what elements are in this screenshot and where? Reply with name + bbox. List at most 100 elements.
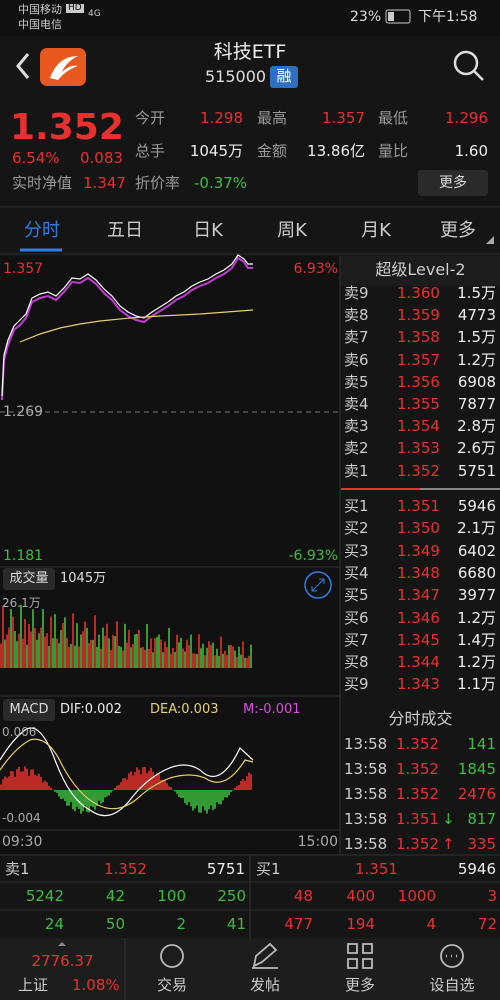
post-icon[interactable] xyxy=(252,942,278,969)
summary-cell: 5242 xyxy=(25,887,64,905)
stat-label: 折价率 xyxy=(135,174,181,192)
summary-volume: 5946 xyxy=(457,860,496,878)
summary-cell: 100 xyxy=(157,887,186,905)
book-price: 1.356 xyxy=(397,372,440,391)
index-arrow xyxy=(58,942,66,946)
trade-price: 1.352 xyxy=(396,835,439,853)
tab[interactable]: 更多 xyxy=(440,220,476,241)
book-volume: 1.4万 xyxy=(457,630,496,649)
price-mid: 1.269 xyxy=(3,404,44,420)
change: 0.083 xyxy=(80,149,123,167)
book-price: 1.358 xyxy=(397,328,440,347)
expand-icon[interactable] xyxy=(304,571,332,599)
trade-price: 1.352 xyxy=(396,760,439,778)
book-volume: 6402 xyxy=(457,541,496,560)
book-price: 1.357 xyxy=(397,350,440,369)
book-price: 1.354 xyxy=(397,417,440,436)
summary-cell: 48 xyxy=(293,887,313,905)
book-price: 1.352 xyxy=(397,461,440,480)
pct-low: -6.93% xyxy=(288,548,338,564)
more-icon[interactable] xyxy=(347,943,373,969)
nav-item[interactable]: 设自选 xyxy=(429,976,475,994)
book-volume: 2.6万 xyxy=(457,439,496,458)
network: 4G xyxy=(88,9,101,19)
book-volume: 6908 xyxy=(457,372,496,391)
book-volume: 1.2万 xyxy=(457,350,496,369)
book-volume: 1.5万 xyxy=(457,328,496,347)
book-price: 1.343 xyxy=(397,675,440,694)
macd-tag-bg xyxy=(3,699,55,721)
nav-label: 实时净值 xyxy=(12,174,73,192)
book-label: 卖4 xyxy=(344,395,369,413)
title: 科技ETF xyxy=(213,41,287,63)
trade-volume: 1845 xyxy=(457,760,496,778)
summary-label: 卖1 xyxy=(5,860,30,878)
book-label: 卖7 xyxy=(344,328,369,347)
dif-line xyxy=(0,727,254,817)
tab[interactable]: 周K xyxy=(277,220,307,241)
level2-title[interactable]: 超级Level-2 xyxy=(375,260,466,279)
macd-tag: MACD xyxy=(9,702,49,717)
trade-time: 13:58 xyxy=(344,760,388,778)
book-volume: 3977 xyxy=(457,586,496,605)
book-label: 卖1 xyxy=(344,461,369,480)
index-value[interactable]: 2776.37 xyxy=(31,952,94,970)
average-line xyxy=(19,309,254,343)
nav-bar-bg xyxy=(0,938,500,1000)
book-label: 买6 xyxy=(344,608,369,627)
battery: 23% xyxy=(350,9,382,25)
watch-icon[interactable] xyxy=(440,944,464,968)
book-label: 买7 xyxy=(344,630,369,649)
trade-icon[interactable] xyxy=(160,944,184,968)
nav-item[interactable]: 更多 xyxy=(344,976,375,994)
book-volume: 1.5万 xyxy=(457,284,496,302)
book-volume: 2.8万 xyxy=(457,417,496,436)
expand-arrows xyxy=(311,578,325,592)
book-price: 1.353 xyxy=(397,439,440,458)
summary-cell: 250 xyxy=(217,887,246,905)
badge: 融 xyxy=(276,67,292,85)
nav-item[interactable]: 发帖 xyxy=(249,976,280,994)
index-name[interactable]: 上证 xyxy=(18,976,49,994)
logo-mark xyxy=(50,56,78,80)
more-button[interactable]: 更多 xyxy=(439,175,467,191)
price-high: 1.357 xyxy=(3,261,44,277)
volume-max: 26.1万 xyxy=(2,596,41,610)
tab[interactable]: 五日 xyxy=(107,220,143,241)
price: 1.352 xyxy=(10,107,124,148)
summary-cell: 194 xyxy=(346,915,375,933)
stat-value: -0.37% xyxy=(194,174,248,192)
volume-tag: 成交量 xyxy=(9,571,49,586)
tab[interactable]: 日K xyxy=(193,220,223,241)
battery-level xyxy=(388,12,394,21)
book-volume: 1.2万 xyxy=(457,608,496,627)
nav-item[interactable]: 交易 xyxy=(156,976,187,994)
book-label: 买8 xyxy=(344,653,369,672)
trade-arrow: ↓ xyxy=(442,810,455,828)
book-price: 1.349 xyxy=(397,541,440,560)
tab[interactable]: 月K xyxy=(361,220,391,241)
book-label: 买9 xyxy=(344,675,369,694)
more-button-bg[interactable] xyxy=(418,170,488,196)
carrier: 中国电信 xyxy=(18,18,62,31)
summary-cell: 42 xyxy=(105,887,125,905)
summary-price: 1.351 xyxy=(355,860,398,878)
index-change[interactable]: 1.08% xyxy=(72,976,120,994)
summary-cell: 2 xyxy=(176,915,186,933)
book-label: 买2 xyxy=(344,519,369,538)
book-volume: 5751 xyxy=(457,461,496,480)
book-price: 1.347 xyxy=(397,586,440,605)
stat-label: 最低 xyxy=(378,109,409,127)
summary-cell: 3 xyxy=(487,887,497,905)
volume-bars xyxy=(0,604,252,668)
hd-badge: HD xyxy=(66,3,84,13)
search-icon[interactable] xyxy=(453,50,479,76)
trade-volume: 2476 xyxy=(457,785,496,803)
tab[interactable]: 分时 xyxy=(24,220,60,241)
stat-label: 总手 xyxy=(135,142,166,160)
back-arrow[interactable] xyxy=(16,53,30,79)
trade-volume: 141 xyxy=(467,735,496,753)
summary-cell: 1000 xyxy=(397,887,436,905)
